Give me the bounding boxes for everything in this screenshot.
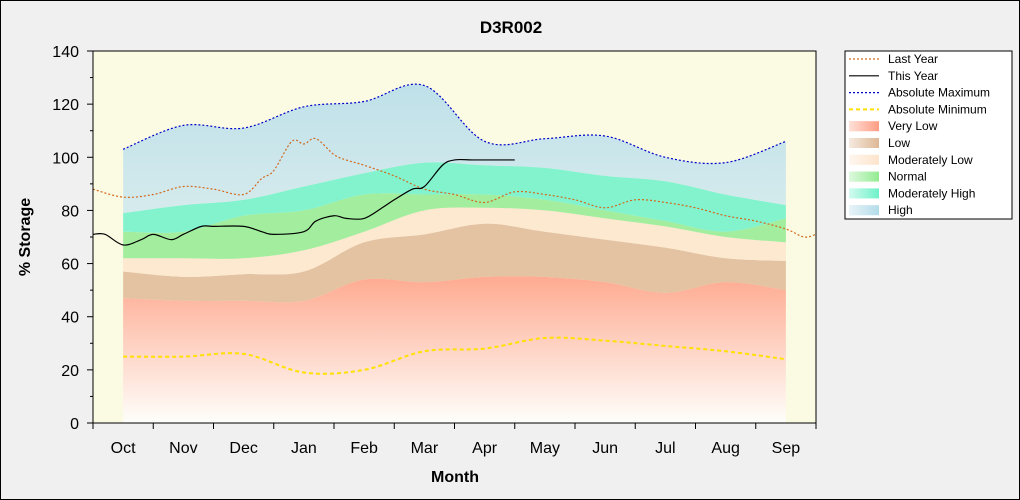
legend-label-this-year: This Year xyxy=(888,69,938,83)
x-tick-label: Jul xyxy=(655,440,675,457)
x-tick-label: Apr xyxy=(472,440,498,457)
x-tick-label: Jan xyxy=(291,440,317,457)
band-moderately-high xyxy=(123,162,786,233)
legend-label-absolute-minimum: Absolute Minimum xyxy=(888,102,987,116)
y-tick-label: 100 xyxy=(52,150,79,167)
x-tick-label: May xyxy=(530,440,560,457)
x-axis-title: Month xyxy=(431,469,479,486)
y-axis-title: % Storage xyxy=(17,198,34,276)
line-this-year xyxy=(92,158,515,246)
legend-swatch-shade xyxy=(849,121,879,132)
y-tick-label: 80 xyxy=(61,203,79,220)
legend: Last Year This Year Absolute Maximum Absolu… xyxy=(844,50,1013,220)
x-tick-label: Jun xyxy=(592,440,618,457)
band-normal xyxy=(123,193,786,259)
axis-layer: 0 20 40 60 80 100 120 140 Oct Nov Dec Jan Feb Mar Apr M… xyxy=(52,44,817,457)
legend-swatch-shade xyxy=(849,171,879,182)
x-tick-label: Oct xyxy=(111,440,136,457)
legend-label-last-year: Last Year xyxy=(888,52,938,66)
legend-swatch-shade xyxy=(849,154,879,165)
lines-layer xyxy=(92,83,817,375)
legend-label-moderately-high: Moderately High xyxy=(888,186,975,200)
band-moderately-low xyxy=(123,207,786,277)
x-tick-label: Aug xyxy=(711,440,739,457)
legend-label-high: High xyxy=(888,203,913,217)
y-tick-label: 20 xyxy=(61,363,79,380)
y-tick-label: 40 xyxy=(61,310,79,327)
line-last-year xyxy=(92,137,817,238)
legend-label-moderately-low: Moderately Low xyxy=(888,153,973,167)
legend-label-absolute-maximum: Absolute Maximum xyxy=(888,86,990,100)
y-tick-label: 120 xyxy=(52,97,79,114)
legend-label-very-low: Very Low xyxy=(888,119,938,133)
legend-swatch-shade xyxy=(849,138,879,148)
x-tick-label: Mar xyxy=(411,440,439,457)
x-tick-label: Nov xyxy=(169,440,197,457)
line-absolute-maximum xyxy=(122,83,787,165)
band-low xyxy=(123,223,786,303)
legend-label-low: Low xyxy=(888,136,910,150)
legend-swatch-shade xyxy=(849,188,879,199)
legend-items: Last Year This Year Absolute Maximum Absolu… xyxy=(849,52,990,217)
x-tick-label: Feb xyxy=(350,440,378,457)
legend-label-normal: Normal xyxy=(888,170,927,184)
band-high xyxy=(123,84,786,214)
x-tick-label: Sep xyxy=(772,440,801,457)
y-tick-label: 60 xyxy=(61,257,79,274)
chart-title: D3R002 xyxy=(480,18,542,37)
line-absolute-minimum xyxy=(123,336,787,375)
legend-swatch-shade xyxy=(849,205,879,216)
x-tick-label: Dec xyxy=(229,440,257,457)
y-tick-label: 0 xyxy=(70,416,79,433)
y-tick-label: 140 xyxy=(52,44,79,61)
